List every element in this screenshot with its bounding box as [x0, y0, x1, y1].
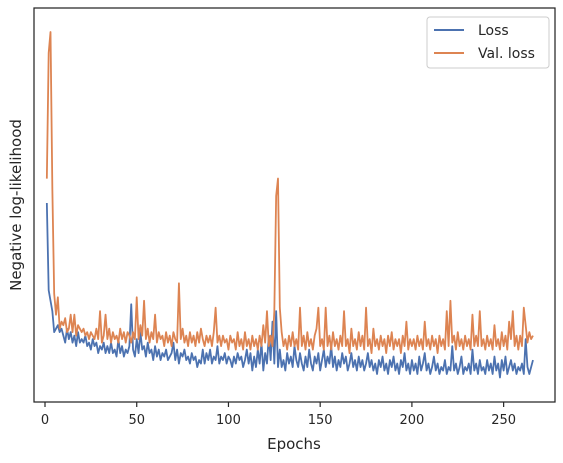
legend-label-loss: Loss	[478, 23, 509, 39]
legend-label-val-loss: Val. loss	[478, 46, 535, 62]
x-tick-label: 250	[491, 413, 516, 428]
x-tick-label: 0	[41, 413, 49, 428]
plot-frame	[33, 7, 556, 403]
x-tick-label: 100	[216, 413, 241, 428]
x-tick-label: 150	[308, 413, 333, 428]
series-line-loss	[45, 202, 534, 379]
x-axis-ticks: 0 50 100 150 200 250	[41, 402, 516, 428]
series-layer	[45, 31, 534, 379]
x-axis-label: Epochs	[267, 435, 321, 453]
series-line-val-loss	[45, 31, 534, 354]
x-tick-label: 50	[128, 413, 145, 428]
y-axis-label: Negative log-likelihood	[7, 119, 25, 291]
x-tick-label: 200	[399, 413, 424, 428]
legend: Loss Val. loss	[426, 16, 550, 69]
